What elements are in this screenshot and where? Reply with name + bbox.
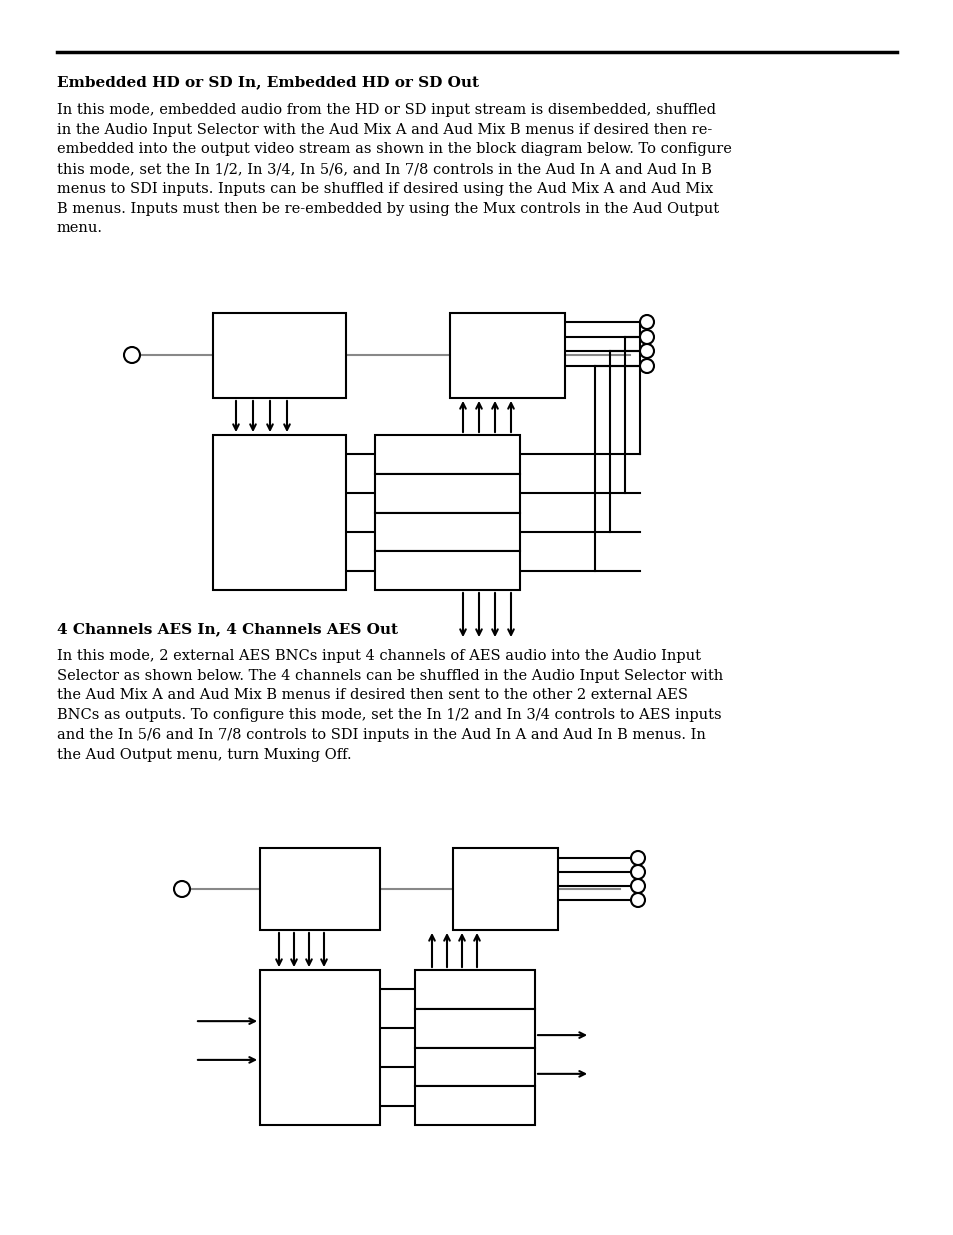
Circle shape [173, 881, 190, 897]
Bar [415, 1087, 535, 1125]
Circle shape [124, 347, 140, 363]
Circle shape [630, 864, 644, 879]
Bar [375, 513, 519, 551]
Circle shape [630, 851, 644, 864]
Bar [260, 848, 379, 930]
Bar [453, 848, 558, 930]
Bar [213, 312, 346, 398]
Bar [260, 969, 379, 1125]
Circle shape [630, 893, 644, 906]
Text: 4 Channels AES In, 4 Channels AES Out: 4 Channels AES In, 4 Channels AES Out [57, 622, 397, 636]
Circle shape [639, 330, 654, 345]
Circle shape [639, 359, 654, 373]
Bar [415, 1047, 535, 1087]
Text: Embedded HD or SD In, Embedded HD or SD Out: Embedded HD or SD In, Embedded HD or SD … [57, 75, 478, 89]
Circle shape [639, 345, 654, 358]
Bar [375, 435, 519, 474]
Text: In this mode, embedded audio from the HD or SD input stream is disembedded, shuf: In this mode, embedded audio from the HD… [57, 103, 731, 236]
Bar [375, 474, 519, 513]
Bar [415, 969, 535, 1009]
Text: In this mode, 2 external AES BNCs input 4 channels of AES audio into the Audio I: In this mode, 2 external AES BNCs input … [57, 650, 722, 762]
Bar [450, 312, 564, 398]
Bar [375, 551, 519, 590]
Bar [415, 1009, 535, 1047]
Bar [213, 435, 346, 590]
Circle shape [630, 879, 644, 893]
Circle shape [639, 315, 654, 329]
